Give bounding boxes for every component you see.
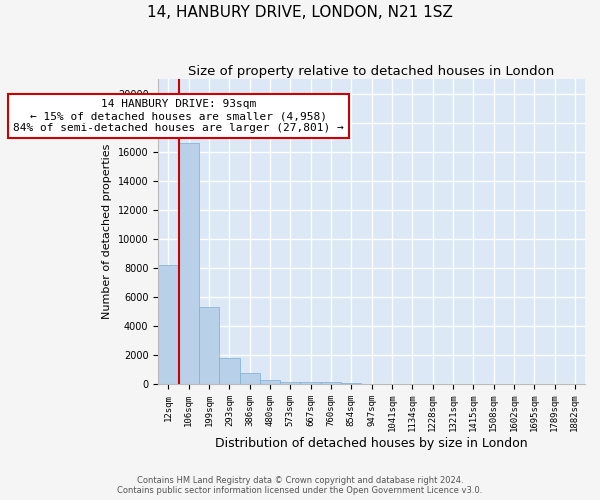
Bar	[321, 382, 341, 384]
Bar	[219, 358, 239, 384]
Bar	[179, 143, 199, 384]
Bar	[199, 307, 219, 384]
Title: Size of property relative to detached houses in London: Size of property relative to detached ho…	[188, 65, 555, 78]
Text: 14, HANBURY DRIVE, LONDON, N21 1SZ: 14, HANBURY DRIVE, LONDON, N21 1SZ	[147, 5, 453, 20]
Y-axis label: Number of detached properties: Number of detached properties	[102, 144, 112, 320]
Bar	[239, 373, 260, 384]
Bar	[158, 265, 179, 384]
Bar	[280, 382, 301, 384]
X-axis label: Distribution of detached houses by size in London: Distribution of detached houses by size …	[215, 437, 528, 450]
Text: 14 HANBURY DRIVE: 93sqm
← 15% of detached houses are smaller (4,958)
84% of semi: 14 HANBURY DRIVE: 93sqm ← 15% of detache…	[13, 100, 344, 132]
Bar	[260, 380, 280, 384]
Bar	[301, 382, 321, 384]
Text: Contains HM Land Registry data © Crown copyright and database right 2024.
Contai: Contains HM Land Registry data © Crown c…	[118, 476, 482, 495]
